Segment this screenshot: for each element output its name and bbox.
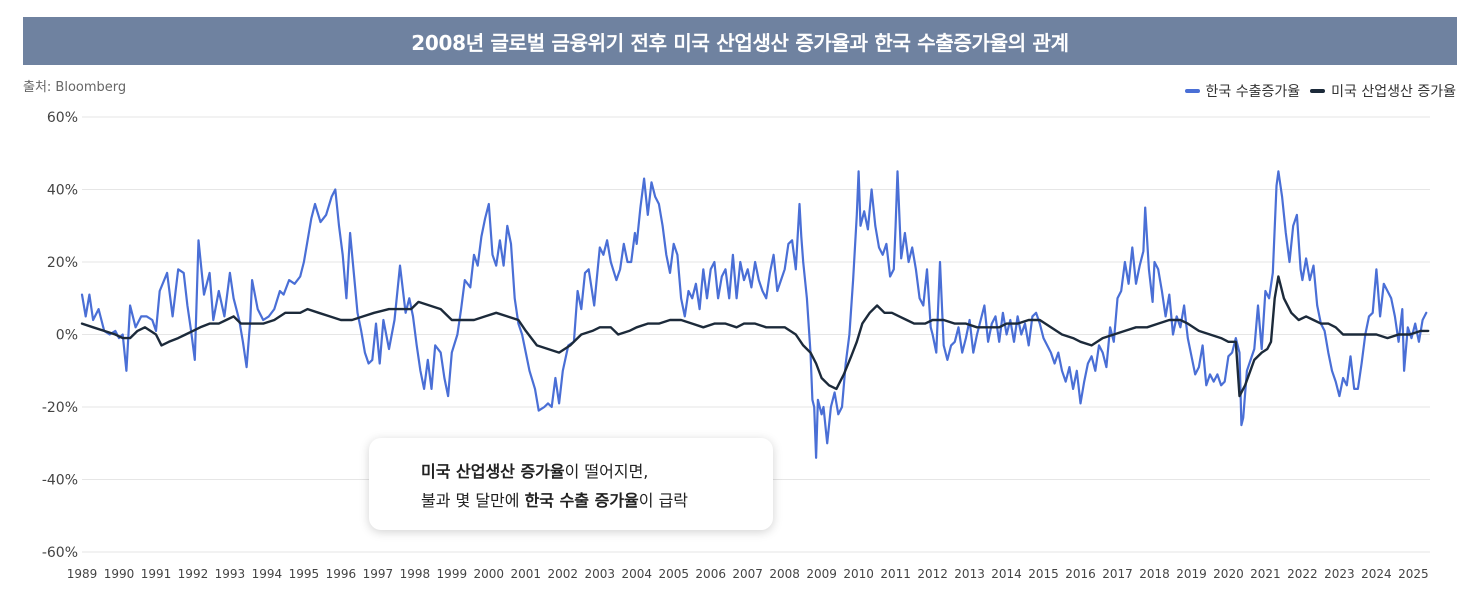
y-tick-label: -60% [42, 545, 78, 561]
x-tick-label: 1997 [363, 567, 394, 581]
callout-line-1: 미국 산업생산 증가율이 떨어지면, [421, 457, 773, 486]
x-tick-label: 2004 [621, 567, 652, 581]
x-tick-label: 2020 [1213, 567, 1244, 581]
legend-label-us-industrial: 미국 산업생산 증가율 [1331, 84, 1456, 100]
x-tick-label: 1990 [104, 567, 135, 581]
series-line-us-industrial [80, 275, 1430, 398]
x-tick-label: 1998 [400, 567, 431, 581]
x-tick-label: 2025 [1398, 567, 1429, 581]
callout-line-1-bold: 미국 산업생산 증가율 [421, 462, 565, 481]
x-tick-label: 2008 [769, 567, 800, 581]
legend-item-korea-exports: 한국 수출증가율 [1184, 81, 1301, 101]
x-tick-label: 2002 [547, 567, 578, 581]
x-tick-label: 2009 [806, 567, 837, 581]
callout-line-2-pre: 불과 몇 달만에 [421, 491, 525, 510]
x-tick-label: 2003 [584, 567, 615, 581]
x-tick-label: 2010 [843, 567, 874, 581]
x-tick-label: 2000 [474, 567, 505, 581]
x-tick-label: 2001 [511, 567, 542, 581]
x-tick-label: 1989 [67, 567, 98, 581]
x-tick-label: 2017 [1102, 567, 1133, 581]
annotation-callout: 미국 산업생산 증가율이 떨어지면, 불과 몇 달만에 한국 수출 증가율이 급… [369, 438, 773, 530]
x-tick-label: 1991 [141, 567, 172, 581]
chart-title-bar: 2008년 글로벌 금융위기 전후 미국 산업생산 증가율과 한국 수출증가율의… [23, 17, 1457, 65]
x-tick-label: 2016 [1065, 567, 1096, 581]
y-tick-label: -20% [42, 400, 78, 416]
legend-swatch-us-industrial [1310, 89, 1326, 93]
x-tick-label: 2012 [917, 567, 948, 581]
callout-line-2-bold: 한국 수출 증가율 [524, 491, 639, 510]
series-line-korea-exports [80, 170, 1428, 459]
legend-label-korea-exports: 한국 수출증가율 [1205, 84, 1301, 100]
y-tick-label: -40% [42, 473, 78, 489]
y-tick-label: 60% [47, 110, 78, 126]
chart-title: 2008년 글로벌 금융위기 전후 미국 산업생산 증가율과 한국 수출증가율의… [411, 30, 1069, 55]
x-tick-label: 1992 [178, 567, 209, 581]
callout-line-2: 불과 몇 달만에 한국 수출 증가율이 급락 [421, 486, 773, 515]
x-tick-label: 1994 [252, 567, 283, 581]
x-tick-label: 1993 [215, 567, 246, 581]
x-tick-label: 2013 [954, 567, 985, 581]
x-tick-label: 1996 [326, 567, 357, 581]
y-tick-label: 0% [56, 328, 78, 344]
legend-item-us-industrial: 미국 산업생산 증가율 [1310, 81, 1456, 101]
x-tick-label: 2014 [991, 567, 1022, 581]
x-tick-label: 2024 [1361, 567, 1392, 581]
x-tick-label: 2019 [1176, 567, 1207, 581]
callout-line-2-rest: 이 급락 [638, 491, 689, 510]
x-tick-label: 2011 [880, 567, 911, 581]
x-tick-label: 2007 [732, 567, 763, 581]
x-tick-label: 2006 [695, 567, 726, 581]
y-tick-label: 40% [47, 183, 78, 199]
x-tick-label: 2005 [658, 567, 689, 581]
x-tick-label: 2015 [1028, 567, 1059, 581]
y-tick-label: 20% [47, 255, 78, 271]
callout-line-1-rest: 이 떨어지면, [564, 462, 649, 481]
source-label: 출처: Bloomberg [23, 80, 127, 95]
x-tick-label: 2021 [1250, 567, 1281, 581]
x-tick-label: 2018 [1139, 567, 1170, 581]
x-tick-label: 2023 [1324, 567, 1355, 581]
x-tick-label: 1995 [289, 567, 320, 581]
x-tick-label: 1999 [437, 567, 468, 581]
chart-legend: 한국 수출증가율 미국 산업생산 증가율 [1175, 81, 1456, 101]
x-tick-label: 2022 [1287, 567, 1318, 581]
legend-swatch-korea-exports [1184, 89, 1200, 93]
